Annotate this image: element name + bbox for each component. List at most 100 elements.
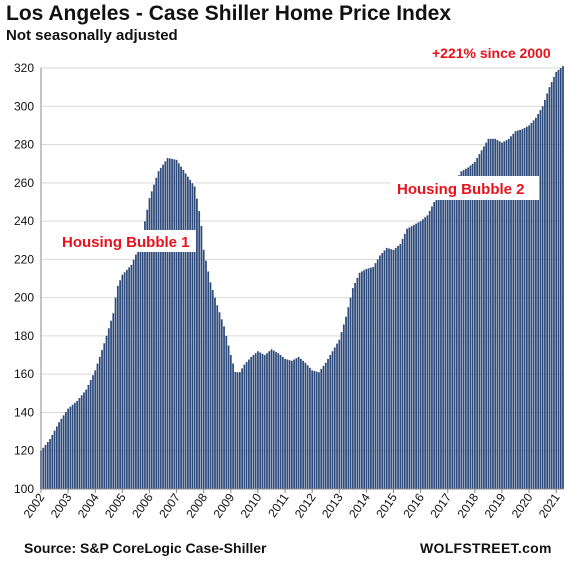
price-column bbox=[453, 182, 456, 489]
price-column bbox=[218, 312, 221, 489]
price-column bbox=[69, 406, 72, 489]
chart-subtitle: Not seasonally adjusted bbox=[6, 27, 178, 44]
price-column bbox=[331, 351, 334, 489]
price-column bbox=[279, 355, 282, 489]
price-column bbox=[415, 223, 417, 489]
price-column bbox=[514, 131, 517, 489]
price-column bbox=[146, 209, 149, 490]
price-column bbox=[351, 288, 354, 489]
price-column bbox=[139, 244, 142, 489]
price-column bbox=[277, 353, 280, 489]
price-column bbox=[252, 355, 255, 489]
price-column bbox=[559, 68, 562, 489]
price-column bbox=[51, 434, 54, 489]
y-tick-label: 160 bbox=[14, 367, 34, 381]
price-column bbox=[399, 244, 402, 489]
price-column bbox=[446, 190, 449, 489]
price-column bbox=[557, 69, 560, 489]
price-column bbox=[42, 447, 45, 489]
price-column bbox=[528, 125, 530, 489]
axes bbox=[40, 68, 563, 490]
price-column bbox=[187, 176, 189, 489]
price-column bbox=[322, 365, 325, 489]
x-tick-label: 2019 bbox=[482, 490, 509, 520]
price-column bbox=[114, 297, 117, 489]
price-column bbox=[363, 270, 366, 489]
price-column bbox=[83, 392, 85, 489]
price-column bbox=[492, 138, 494, 490]
price-column bbox=[295, 358, 298, 489]
price-column bbox=[340, 332, 343, 489]
price-column bbox=[442, 193, 445, 489]
price-column bbox=[53, 430, 56, 489]
price-column bbox=[257, 351, 259, 489]
price-column bbox=[424, 217, 427, 489]
price-column bbox=[189, 179, 192, 489]
price-column bbox=[521, 129, 524, 490]
price-column bbox=[548, 87, 551, 489]
price-column bbox=[207, 271, 210, 489]
price-column bbox=[92, 375, 94, 489]
price-column bbox=[62, 415, 65, 489]
price-column bbox=[157, 171, 160, 489]
price-column bbox=[168, 158, 171, 489]
price-column bbox=[155, 177, 158, 489]
price-column bbox=[87, 384, 90, 489]
x-tick-label: 2007 bbox=[156, 490, 183, 520]
price-column bbox=[422, 219, 424, 489]
brand-watermark: WOLFSTREET.com bbox=[420, 540, 552, 556]
price-column bbox=[275, 351, 277, 489]
price-column bbox=[494, 138, 497, 490]
annotation-bg-bubble-2 bbox=[391, 176, 539, 200]
price-column bbox=[220, 319, 223, 489]
price-column bbox=[428, 210, 431, 489]
price-column bbox=[94, 370, 97, 489]
price-column bbox=[288, 360, 291, 489]
y-tick-label: 140 bbox=[14, 405, 34, 419]
annotation-bubble-2: Housing Bubble 2 bbox=[397, 181, 525, 198]
price-column bbox=[284, 358, 286, 489]
price-column bbox=[483, 146, 485, 489]
price-column bbox=[419, 221, 422, 489]
price-columns bbox=[40, 66, 564, 490]
price-column bbox=[89, 380, 92, 489]
price-column bbox=[130, 264, 133, 489]
price-column bbox=[392, 249, 395, 489]
price-column bbox=[455, 178, 458, 490]
x-tick-label: 2016 bbox=[400, 490, 427, 520]
price-column bbox=[397, 245, 399, 489]
price-column bbox=[196, 198, 198, 489]
price-column bbox=[460, 171, 463, 489]
price-column bbox=[85, 389, 88, 489]
price-column bbox=[496, 140, 499, 489]
price-column bbox=[60, 418, 63, 489]
price-column bbox=[250, 356, 253, 489]
y-tick-label: 320 bbox=[14, 61, 34, 75]
price-column bbox=[137, 249, 140, 489]
price-column bbox=[313, 370, 316, 489]
price-column bbox=[182, 170, 185, 489]
price-column bbox=[523, 127, 526, 490]
price-column bbox=[128, 267, 131, 489]
price-column bbox=[347, 307, 350, 489]
price-column bbox=[546, 93, 549, 490]
price-column bbox=[370, 267, 372, 489]
price-column bbox=[329, 355, 332, 489]
price-column bbox=[286, 359, 289, 489]
price-column bbox=[299, 358, 302, 489]
price-column bbox=[119, 280, 121, 489]
price-column bbox=[435, 199, 438, 489]
price-column bbox=[214, 297, 216, 489]
price-column bbox=[198, 211, 201, 490]
price-column bbox=[383, 250, 386, 489]
annotation-since-2000: +221% since 2000 bbox=[432, 45, 551, 61]
price-column bbox=[358, 272, 361, 489]
price-column bbox=[342, 324, 345, 489]
x-tick-label: 2015 bbox=[373, 490, 400, 520]
price-column bbox=[354, 282, 356, 489]
price-column bbox=[431, 206, 433, 490]
price-column bbox=[530, 122, 533, 490]
price-column bbox=[216, 305, 219, 489]
price-column bbox=[175, 159, 178, 489]
